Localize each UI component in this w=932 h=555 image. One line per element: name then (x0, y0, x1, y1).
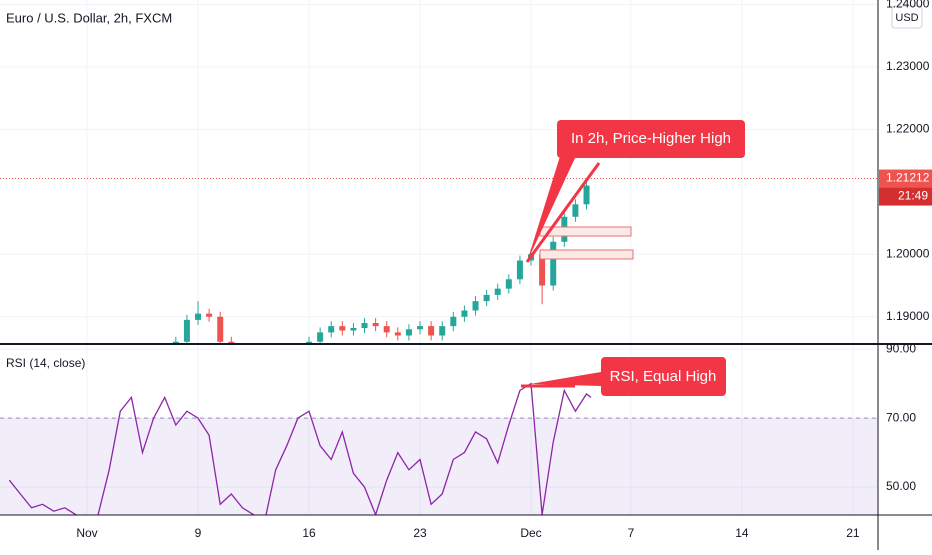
x-tick-label: Nov (76, 526, 97, 540)
countdown-box (879, 187, 932, 206)
y-tick-label: 1.23000 (886, 59, 930, 73)
last-price-box (879, 169, 932, 188)
candle-body (183, 319, 190, 342)
axes: 1.24000 1.23000 1.22000 1.20000 1.19000 1.212… (76, 0, 932, 540)
x-tick-label: 14 (735, 526, 749, 540)
x-tick-label: Dec (520, 526, 541, 540)
candle-body (239, 360, 245, 366)
candle-body (372, 323, 379, 327)
symbol-title: Euro / U.S. Dollar, 2h, FXCM (6, 10, 172, 25)
y-tick-label: 90.00 (886, 341, 916, 355)
x-tick-label: 7 (628, 526, 635, 540)
zone-box (539, 249, 634, 260)
zone-box (539, 226, 632, 237)
candle-body (539, 254, 546, 286)
candle-body (405, 329, 412, 336)
candle-body (284, 354, 290, 360)
candle-body (417, 326, 424, 330)
rsi-pane (0, 382, 878, 515)
y-tick-label: 70.00 (886, 410, 916, 424)
x-tick-label: 9 (195, 526, 202, 540)
candle-body (273, 354, 279, 360)
rsi-line (8, 382, 592, 515)
callout-pointer (530, 372, 601, 386)
y-tick-label: 1.20000 (886, 246, 930, 260)
candle-body (428, 326, 435, 336)
candle-body (461, 310, 468, 317)
candle-body (572, 204, 579, 217)
candle-body (494, 288, 501, 295)
currency-button[interactable] (891, 5, 923, 29)
candle-body (583, 185, 590, 205)
candle-body (439, 326, 446, 336)
callout (557, 120, 745, 158)
candle-body (262, 354, 268, 360)
candle-body (472, 301, 479, 311)
candle-body (383, 326, 390, 333)
last-price-label: 1.21212 (886, 171, 930, 185)
trend-line (525, 162, 601, 263)
candle-body (516, 260, 523, 280)
countdown-label: 21:49 (898, 189, 928, 203)
candle-body (195, 313, 202, 320)
y-tick-label: 1.19000 (886, 309, 930, 323)
candle-body (217, 316, 224, 342)
x-tick-label: 16 (302, 526, 316, 540)
callout (601, 357, 726, 396)
candle-body (339, 326, 346, 331)
callout-text: In 2h, Price-Higher High (571, 130, 731, 147)
candle-body (328, 326, 335, 333)
callout-pointer (527, 150, 575, 262)
y-tick-label: 50.00 (886, 479, 916, 493)
rsi-title: RSI (14, close) (6, 356, 85, 370)
candle-body (251, 360, 257, 366)
candle-body (350, 328, 357, 331)
currency: USD (895, 12, 918, 24)
candle-body (228, 341, 235, 343)
x-tick-label: 21 (846, 526, 860, 540)
candle-body (505, 279, 512, 289)
candle-body (172, 341, 179, 343)
candle-body (306, 341, 313, 343)
price-pane (0, 178, 878, 366)
rsi-band (0, 418, 878, 515)
candle-body (483, 294, 490, 302)
y-tick-label: 1.22000 (886, 121, 930, 135)
candle-body (550, 241, 557, 286)
candle-body (450, 316, 457, 327)
candle-body (361, 323, 368, 329)
candle-body (394, 332, 401, 336)
callout-text: RSI, Equal High (610, 368, 717, 385)
x-tick-label: 23 (413, 526, 427, 540)
candle-body (317, 332, 324, 342)
y-tick-label: 1.24000 (886, 0, 930, 11)
candle-body (206, 313, 213, 317)
